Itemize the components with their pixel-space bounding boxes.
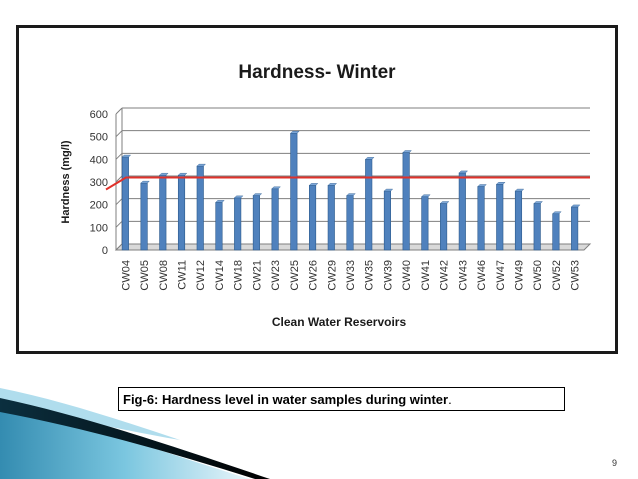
x-tick-label: CW25	[289, 260, 301, 291]
bar-top	[215, 200, 225, 203]
bar-top	[552, 211, 562, 214]
hardness-bar-chart: Hardness- Winter 0 100 200 300 400 500 600 Hardn…	[60, 62, 592, 329]
bar-top	[140, 180, 150, 184]
x-tick-label: CW14	[214, 260, 226, 291]
bar-top	[496, 182, 506, 185]
x-tick-label: CW42	[439, 260, 451, 291]
y-tick-label: 200	[90, 200, 108, 212]
bar-top	[402, 150, 412, 153]
x-tick-label: CW23	[270, 260, 282, 291]
bar-top	[346, 193, 356, 196]
bar-top	[290, 131, 300, 134]
y-tick-label: 300	[90, 177, 108, 189]
x-tick-label: CW47	[495, 260, 507, 291]
x-tick-label: CW35	[364, 260, 376, 291]
x-tick-label: CW08	[158, 260, 170, 291]
x-tick-label: CW46	[476, 260, 488, 291]
caption-text: Fig-6: Hardness level in water samples d…	[123, 392, 449, 407]
gridline-side	[115, 175, 123, 183]
bar-top	[159, 172, 169, 176]
x-tick-label: CW49	[513, 260, 525, 291]
bar-top	[233, 195, 244, 199]
bar-top	[477, 184, 487, 187]
bar-top	[177, 172, 188, 176]
bar-top	[570, 204, 581, 208]
x-tick-label: CW29	[326, 260, 338, 291]
bar-top	[327, 183, 338, 186]
caption-period: .	[448, 392, 452, 407]
x-tick-label: CW04	[120, 260, 132, 291]
bar-top	[196, 163, 206, 167]
bar-top	[383, 188, 394, 192]
gridline-side	[115, 130, 123, 138]
x-tick-label: CW52	[551, 260, 563, 291]
x-tick-label: CW40	[401, 260, 413, 291]
x-tick-label: CW12	[195, 260, 207, 291]
x-tick-label: CW21	[251, 260, 263, 291]
bar-top	[121, 154, 132, 158]
page-number: 9	[612, 458, 618, 468]
bar-top	[458, 170, 469, 174]
y-tick-label: 100	[90, 222, 108, 234]
x-tick-label: CW11	[177, 260, 189, 290]
x-axis-label: Clean Water Reservoirs	[272, 315, 407, 329]
bar-top	[421, 194, 431, 197]
x-tick-label: CW43	[457, 260, 469, 291]
gridline-side	[115, 220, 123, 228]
x-tick-label: CW18	[233, 260, 245, 291]
gridline-side	[115, 107, 123, 115]
bar-top	[514, 188, 525, 192]
bar-top	[252, 193, 263, 196]
x-tick-label: CW53	[570, 260, 582, 291]
chart-title: Hardness- Winter	[238, 62, 396, 83]
chart-frame: Hardness- Winter 0 100 200 300 400 500 600 Hardn…	[16, 25, 618, 354]
x-tick-label: CW39	[382, 260, 394, 291]
y-tick-label: 600	[90, 109, 108, 121]
reference-line	[105, 176, 590, 191]
gridline-side	[115, 152, 123, 160]
x-tick-label: CW05	[139, 260, 151, 291]
bar-top	[364, 157, 375, 160]
x-tick-label: CW41	[420, 260, 432, 291]
gridline-side	[115, 198, 123, 206]
x-tick-label: CW26	[308, 260, 320, 291]
y-tick-label: 500	[90, 132, 108, 144]
bar-top	[533, 201, 543, 204]
bar-top	[308, 183, 319, 186]
bar-top	[439, 201, 450, 204]
y-tick-label: 400	[90, 154, 108, 166]
x-tick-label: CW50	[532, 260, 544, 291]
y-tick-label: 0	[102, 245, 108, 257]
y-axis-label: Hardness (mg/l)	[60, 140, 72, 223]
bar-top	[271, 186, 281, 190]
figure-caption: Fig-6: Hardness level in water samples d…	[118, 387, 565, 411]
x-tick-label: CW33	[345, 260, 357, 291]
